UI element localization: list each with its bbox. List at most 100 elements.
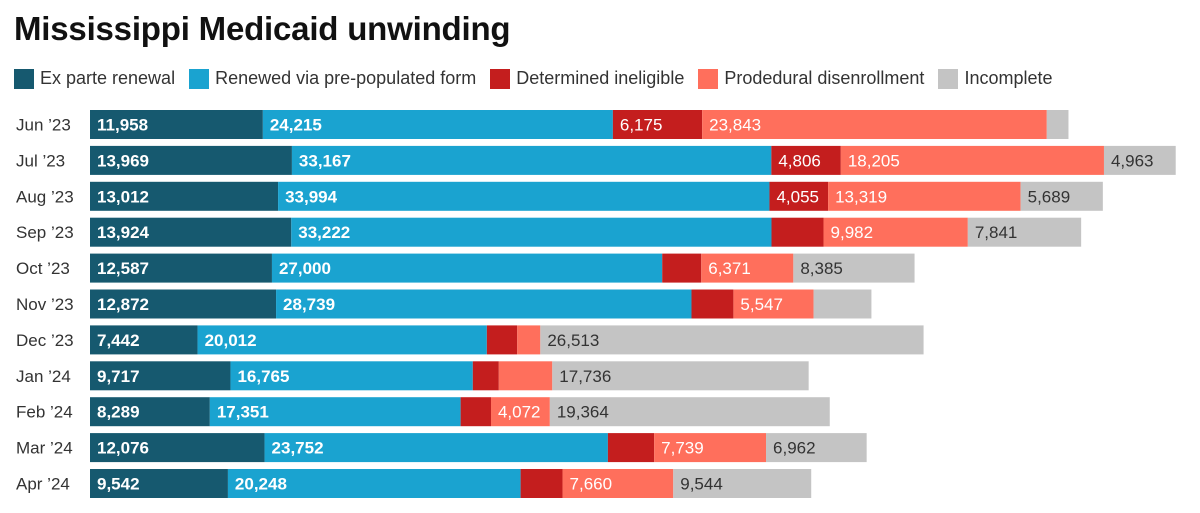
category-label: Sep ’23 — [16, 223, 74, 242]
data-label: 8,385 — [800, 259, 843, 278]
bar-segment — [1020, 181, 1103, 211]
bar-segment — [823, 217, 968, 247]
data-label: 9,544 — [680, 475, 723, 494]
bar-segment — [90, 217, 292, 247]
data-label: 9,717 — [97, 367, 140, 386]
bar-segment — [90, 325, 198, 355]
bar-segment — [562, 469, 674, 498]
bar-segment — [540, 325, 924, 355]
bar-segment — [552, 361, 809, 391]
data-label: 5,689 — [1028, 187, 1071, 206]
category-label: Mar ’24 — [16, 439, 73, 458]
bar-segment — [1046, 110, 1069, 139]
bar-segment — [90, 397, 210, 427]
bar-segment — [607, 433, 655, 463]
bar-segment — [517, 325, 541, 355]
data-label: 9,542 — [97, 475, 140, 494]
bar-segment — [793, 253, 915, 283]
bar-segment — [612, 110, 703, 139]
legend: Ex parte renewal Renewed via pre-populate… — [14, 68, 1067, 89]
category-label: Aug ’23 — [16, 187, 74, 206]
bar-segment — [90, 361, 231, 391]
bar-segment — [828, 181, 1021, 211]
data-label: 4,072 — [498, 403, 541, 422]
data-label: 19,364 — [557, 403, 609, 422]
data-label: 11,958 — [97, 116, 148, 135]
bar-segment — [227, 469, 521, 498]
bar-segment — [486, 325, 518, 355]
bar-segment — [472, 361, 499, 391]
bar-segment — [90, 469, 228, 498]
data-label: 12,587 — [97, 259, 149, 278]
data-label: 27,000 — [279, 259, 331, 278]
legend-item: Incomplete — [938, 68, 1053, 89]
data-label: 17,351 — [217, 403, 269, 422]
legend-label: Prodedural disenrollment — [724, 68, 925, 88]
category-label: Nov ’23 — [16, 295, 74, 314]
chart-title: Mississippi Medicaid unwinding — [14, 10, 511, 47]
legend-label: Determined ineligible — [516, 68, 685, 88]
legend-label: Renewed via pre-populated form — [215, 68, 477, 88]
data-label: 6,175 — [620, 116, 663, 135]
bar-segment — [766, 433, 867, 463]
data-label: 6,962 — [773, 439, 816, 458]
data-label: 13,924 — [97, 223, 150, 242]
bar-segment — [90, 181, 279, 211]
bar-segment — [90, 145, 292, 175]
legend-item: Renewed via pre-populated form — [189, 68, 476, 89]
legend-swatch — [698, 68, 719, 89]
data-label: 6,371 — [708, 259, 751, 278]
legend-item: Ex parte renewal — [14, 68, 175, 89]
bar-segment — [701, 253, 794, 283]
category-label: Jul ’23 — [16, 151, 65, 170]
bar-segment — [490, 397, 550, 427]
bar-segment — [209, 397, 461, 427]
data-label: 4,963 — [1111, 151, 1154, 170]
bar-segment — [291, 145, 772, 175]
data-label: 26,513 — [547, 331, 599, 350]
bar-segment — [771, 217, 824, 247]
legend-swatch — [938, 68, 959, 89]
data-label: 12,872 — [97, 295, 149, 314]
bar-segment — [771, 145, 841, 175]
bar-segment — [90, 110, 263, 139]
bar-segment — [197, 325, 487, 355]
bar-segment — [691, 289, 734, 319]
category-label: Apr ’24 — [16, 475, 70, 494]
data-label: 12,076 — [97, 439, 149, 458]
data-label: 7,841 — [975, 223, 1018, 242]
data-label: 13,319 — [835, 187, 887, 206]
bar-segment — [549, 397, 830, 427]
data-label: 20,012 — [205, 331, 257, 350]
data-label: 13,969 — [97, 151, 149, 170]
bar-segment — [673, 469, 812, 498]
legend-swatch — [189, 68, 210, 89]
bar-segment — [90, 253, 272, 283]
category-label: Oct ’23 — [16, 259, 70, 278]
category-label: Jan ’24 — [16, 367, 71, 386]
data-label: 33,167 — [299, 151, 351, 170]
data-label: 7,442 — [97, 331, 140, 350]
bar-segment — [813, 289, 872, 319]
category-label: Feb ’24 — [16, 403, 73, 422]
bar-segment — [271, 253, 663, 283]
data-label: 5,547 — [740, 295, 783, 314]
legend-label: Ex parte renewal — [40, 68, 176, 88]
bar-segment — [276, 289, 692, 319]
legend-swatch — [490, 68, 511, 89]
bar-segment — [702, 110, 1047, 139]
category-label: Jun ’23 — [16, 116, 71, 135]
category-label: Dec ’23 — [16, 331, 74, 350]
data-label: 8,289 — [97, 403, 140, 422]
bar-segment — [733, 289, 814, 319]
legend-label: Incomplete — [964, 68, 1053, 88]
bar-segment — [291, 217, 772, 247]
bar-segment — [654, 433, 767, 463]
data-label: 9,982 — [831, 223, 874, 242]
data-label: 16,765 — [237, 367, 289, 386]
data-label: 4,806 — [778, 151, 821, 170]
data-label: 13,012 — [97, 187, 149, 206]
legend-item: Prodedural disenrollment — [698, 68, 924, 89]
bar-segment — [1103, 145, 1176, 175]
